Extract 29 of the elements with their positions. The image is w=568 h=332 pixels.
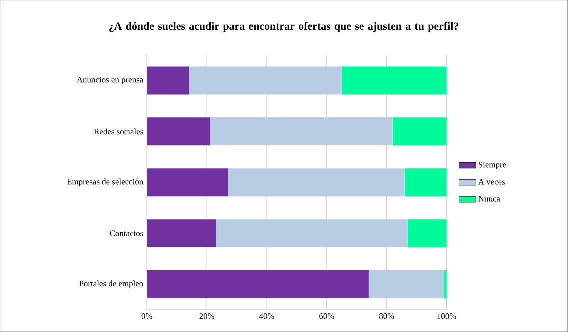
chart-title: ¿A dónde sueles acudir para encontrar ofertas que se ajusten a tu perfil? (110, 22, 458, 32)
y-tick-label: Portales de empleo (80, 280, 144, 288)
y-tick-label: Contactos (110, 230, 144, 236)
bar (228, 168, 405, 196)
x-tick-label: 100% (438, 313, 456, 320)
y-tick-label: Redes sociales (94, 128, 144, 135)
bar (342, 66, 447, 95)
legend-label: Siempre (478, 162, 506, 170)
legend-label: A veces (478, 178, 506, 185)
bar (189, 66, 342, 95)
legend-label: Nunca (478, 196, 500, 202)
bar (147, 66, 190, 95)
x-tick-label: 80% (379, 313, 394, 320)
bar (368, 270, 444, 298)
bar (392, 118, 447, 146)
bar (210, 118, 393, 146)
bar (404, 168, 447, 196)
x-tick-label: 0% (142, 313, 152, 320)
y-tick-label: Empresas de selección (67, 178, 144, 186)
bar (147, 118, 210, 146)
y-tick-label: Anuncios en prensa (76, 76, 144, 84)
x-tick-label: 40% (259, 313, 274, 320)
bar (216, 219, 408, 248)
bar (147, 219, 216, 248)
bar (147, 168, 228, 196)
bar (408, 219, 447, 248)
bar (147, 270, 369, 298)
x-tick-label: 20% (200, 313, 215, 320)
x-tick-label: 60% (320, 313, 334, 320)
